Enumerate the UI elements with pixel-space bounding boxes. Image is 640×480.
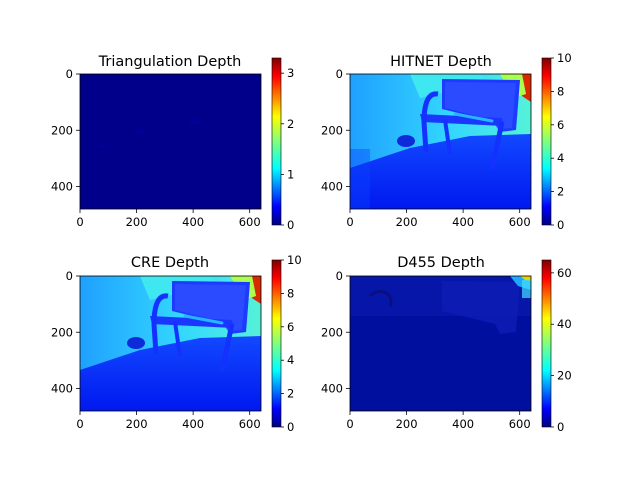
colorbar	[541, 57, 552, 226]
x-tick-label: 0	[76, 215, 83, 229]
colorbar-tick-label: 10	[287, 253, 302, 267]
colorbar	[271, 259, 282, 428]
x-tick-label: 400	[452, 215, 474, 229]
x-tick-label: 600	[239, 417, 261, 431]
depth-image-hitnet	[350, 74, 531, 209]
axes-frame	[79, 275, 262, 412]
colorbar-ticks: 0 2 4 6 8 10	[281, 253, 302, 434]
panel-triangulation: Triangulation Depth 0 200 400 600 0 200 400 0…	[51, 54, 294, 232]
panel-title: D455 Depth	[397, 255, 485, 271]
colorbar-tick-label: 8	[287, 286, 294, 300]
panel-hitnet: HITNET Depth 0 200 400 600 0 200 400 0 2 4 6 8 10	[321, 51, 572, 232]
colorbar-ticks: 0 20 40 60	[551, 266, 572, 434]
colorbar-tick-label: 10	[557, 51, 572, 65]
y-tick-label: 200	[51, 325, 73, 339]
colorbar	[271, 57, 282, 226]
x-tick-label: 400	[182, 417, 204, 431]
colorbar-tick-label: 60	[557, 266, 572, 280]
x-tick-label: 0	[346, 215, 353, 229]
speckles	[98, 120, 200, 148]
y-tick-label: 400	[51, 180, 73, 194]
x-tick-label: 200	[396, 215, 418, 229]
y-tick-label: 200	[321, 123, 343, 137]
colorbar-tick-label: 0	[287, 218, 294, 232]
x-tick-label: 400	[452, 417, 474, 431]
y-tick-label: 200	[51, 123, 73, 137]
colorbar-tick-label: 6	[557, 118, 564, 132]
panel-cre: CRE Depth 0 200 400 600 0 200 400 0 2 4 6 8 10	[51, 253, 302, 434]
depth-image-cre	[80, 276, 261, 411]
colorbar-tick-label: 1	[287, 167, 294, 181]
colorbar-tick-label: 20	[557, 369, 572, 383]
axes-frame	[79, 73, 262, 210]
depth-image-d455	[350, 276, 531, 411]
colorbar-tick-label: 40	[557, 317, 572, 331]
x-tick-label: 600	[239, 215, 261, 229]
panel-title: CRE Depth	[131, 255, 209, 271]
depth-image-triangulation	[80, 74, 261, 209]
y-tick-label: 200	[321, 325, 343, 339]
y-tick-label: 0	[66, 67, 73, 81]
colorbar-tick-label: 3	[287, 66, 294, 80]
panel-d455: D455 Depth 0 200 400 600 0 200 400 0 20 40 60	[321, 255, 572, 434]
panel-title: HITNET Depth	[390, 54, 492, 70]
x-tick-label: 200	[126, 417, 148, 431]
y-tick-label: 400	[51, 382, 73, 396]
colorbar	[541, 259, 552, 428]
y-tick-label: 0	[336, 67, 343, 81]
colorbar-ticks: 0 2 4 6 8 10	[551, 51, 572, 232]
axes-frame	[349, 275, 532, 412]
x-tick-label: 400	[182, 215, 204, 229]
y-tick-label: 400	[321, 180, 343, 194]
x-tick-label: 600	[509, 417, 531, 431]
panel-title: Triangulation Depth	[98, 54, 242, 70]
x-tick-label: 600	[509, 215, 531, 229]
axes-frame	[349, 73, 532, 210]
colorbar-tick-label: 2	[557, 185, 564, 199]
colorbar-ticks: 0 1 2 3	[281, 66, 294, 232]
y-axis: 0 200 400	[51, 67, 80, 194]
colorbar-tick-label: 6	[287, 320, 294, 334]
x-tick-label: 200	[126, 215, 148, 229]
y-axis: 0 200 400	[321, 269, 350, 396]
x-tick-label: 200	[396, 417, 418, 431]
y-axis: 0 200 400	[51, 269, 80, 396]
y-axis: 0 200 400	[321, 67, 350, 194]
colorbar-tick-label: 2	[287, 387, 294, 401]
colorbar-tick-label: 0	[557, 218, 564, 232]
colorbar-tick-label: 4	[557, 151, 564, 165]
x-tick-label: 0	[346, 417, 353, 431]
x-axis: 0 200 400 600	[76, 411, 261, 431]
x-tick-label: 0	[76, 417, 83, 431]
colorbar-tick-label: 4	[287, 353, 294, 367]
colorbar-tick-label: 0	[287, 420, 294, 434]
x-axis: 0 200 400 600	[76, 209, 261, 229]
y-tick-label: 400	[321, 382, 343, 396]
y-tick-label: 0	[336, 269, 343, 283]
x-axis: 0 200 400 600	[346, 209, 531, 229]
colorbar-tick-label: 2	[287, 117, 294, 131]
colorbar-tick-label: 0	[557, 420, 564, 434]
x-axis: 0 200 400 600	[346, 411, 531, 431]
y-tick-label: 0	[66, 269, 73, 283]
colorbar-tick-label: 8	[557, 84, 564, 98]
